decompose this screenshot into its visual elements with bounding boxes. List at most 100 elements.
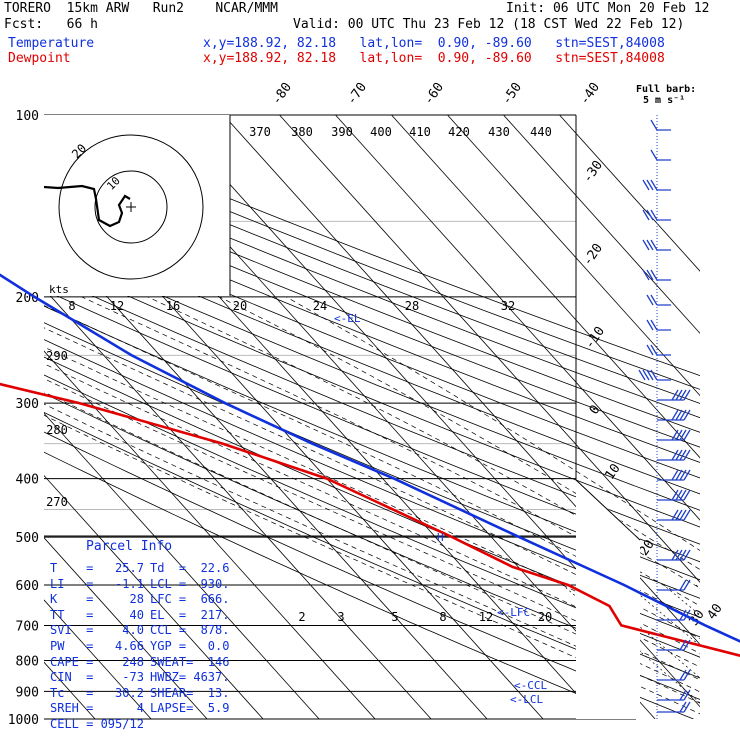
parcel-info-right: EL = 217. — [150, 607, 230, 622]
parcel-info-row: PW = 4.66 YGP = 0.0 — [50, 639, 240, 653]
isotherm — [44, 350, 376, 719]
hodograph-origin — [126, 202, 136, 212]
lfc-annotation: <-LFC — [497, 606, 530, 619]
theta-label: 430 — [488, 125, 510, 139]
dry-adiabat — [44, 200, 700, 463]
hodograph-ring-outer — [58, 134, 204, 280]
lower-right-mask — [576, 480, 640, 719]
wind-barb — [638, 369, 671, 381]
parcel-info-row: SREH = 4 LAPSE= 5.9 — [50, 701, 240, 715]
isotherm-label: -20 — [580, 241, 606, 269]
hodograph-tick: 28 — [405, 299, 419, 313]
pressure-label: 900 — [16, 685, 39, 700]
isotherm — [44, 288, 432, 719]
dry-adiabat — [44, 121, 700, 377]
isotherm-label: -50 — [499, 80, 525, 108]
dewpoint-legend: Dewpoint — [8, 51, 71, 66]
theta-label: 410 — [409, 125, 431, 139]
parcel-info-right: SWEAT= 146 — [150, 654, 230, 669]
isotherm — [447, 115, 700, 397]
isotherm-label: -40 — [577, 80, 603, 108]
wind-barb — [657, 549, 691, 561]
hodograph-ring-inner — [94, 170, 168, 244]
wind-barb — [657, 469, 691, 481]
theta-label: 370 — [249, 125, 271, 139]
parcel-info-right: CCL = 878. — [150, 623, 230, 638]
parcel-info-right: Td = 22.6 — [150, 561, 230, 575]
theta-label: 380 — [291, 125, 313, 139]
mixing-ratio-label: 8 — [439, 610, 446, 624]
moist-adiabat — [81, 296, 700, 607]
parcel-info-left: PW = 4.66 — [50, 639, 144, 653]
mixing-ratio-label: 3 — [337, 610, 344, 624]
temperature-location: x,y=188.92, 82.18 lat,lon= 0.90, -89.60 … — [203, 36, 665, 51]
el-annotation: <-EL — [334, 312, 361, 325]
pressure-label: 600 — [16, 579, 39, 594]
dry-adiabat — [44, 273, 700, 545]
wind-barb — [657, 669, 691, 681]
pressure-label: 800 — [16, 654, 39, 669]
hodograph-trace — [43, 184, 131, 228]
dry-adiabat — [44, 243, 700, 511]
moist-adiabat — [44, 363, 700, 668]
pressure-label: 1000 — [8, 713, 39, 728]
dry-adiabat — [44, 374, 700, 658]
dry-adiabat — [44, 172, 700, 433]
parcel-info-row: T = 25.7 Td = 22.6 — [50, 561, 240, 575]
parcel-info-left: SREH = 4 — [50, 701, 144, 716]
dry-adiabat — [44, 339, 700, 618]
hodograph-tick: 12 — [110, 299, 124, 313]
parcel-info-right: LCL = 930. — [150, 576, 230, 591]
parcel-info-row: TT = 40 EL = 217. — [50, 608, 240, 622]
moist-adiabat — [44, 378, 700, 681]
wind-barb — [646, 344, 671, 356]
parcel-info-right: YGP = 0.0 — [150, 639, 230, 653]
dry-adiabat — [44, 289, 700, 563]
mixing-ratio-label: 12 — [479, 610, 493, 624]
isotherm — [44, 599, 152, 719]
moist-adiabat — [147, 296, 700, 589]
mixing-ratio-label: 5 — [391, 610, 398, 624]
theta-label: 400 — [370, 125, 392, 139]
dry-adiabat — [44, 451, 638, 719]
wind-barb — [642, 179, 671, 191]
parcel-info-left: Tc = 30.2 — [50, 685, 144, 700]
pressure-label: 300 — [16, 397, 39, 412]
forecast-hour: Fcst: 66 h — [4, 17, 98, 32]
wind-barb — [657, 429, 691, 441]
wind-barb — [646, 319, 671, 331]
isotherm-label: 0 — [587, 402, 604, 417]
mixing-ratio-line — [590, 584, 700, 679]
full-barb-units: 5 m s⁻¹ — [643, 95, 686, 106]
parcel-info-left: CIN = -73 — [50, 670, 144, 685]
wind-barb — [657, 609, 691, 621]
isotherm — [44, 474, 264, 719]
parcel-info-row: Tc = 30.2 SHEAR= 13. — [50, 686, 240, 700]
hodograph-tick: 24 — [313, 299, 327, 313]
hodograph-tick: 32 — [501, 299, 515, 313]
header: TORERO 15km ARW Run2 NCAR/MMM Init: 06 U… — [0, 0, 740, 66]
temperature-profile — [0, 273, 740, 643]
isotherm-label: 40 — [704, 601, 725, 622]
init-time: Init: 06 UTC Mon 20 Feb 12 — [506, 1, 710, 16]
wind-barb — [650, 149, 671, 161]
dry-adiabat — [44, 356, 700, 638]
dry-adiabat — [44, 214, 700, 479]
h-annotation: H — [437, 531, 444, 544]
hodograph-tick: 20 — [233, 299, 247, 313]
parcel-info-left: CAPE = 248 — [50, 654, 144, 669]
dry-adiabat — [44, 159, 700, 419]
parcel-info-right: SHEAR= 13. — [150, 685, 230, 700]
theta-label: 440 — [530, 125, 552, 139]
theta-label: 390 — [331, 125, 353, 139]
wind-barb — [657, 579, 691, 591]
wind-barb — [657, 409, 691, 421]
wind-barb — [657, 509, 691, 521]
mixing-ratio-label: 2 — [298, 610, 305, 624]
isotherm — [335, 115, 700, 521]
ccl-annotation: <-CCL — [514, 679, 547, 692]
wind-barb — [642, 209, 671, 221]
isotherm — [44, 537, 208, 719]
pressure-label: 100 — [16, 109, 39, 124]
